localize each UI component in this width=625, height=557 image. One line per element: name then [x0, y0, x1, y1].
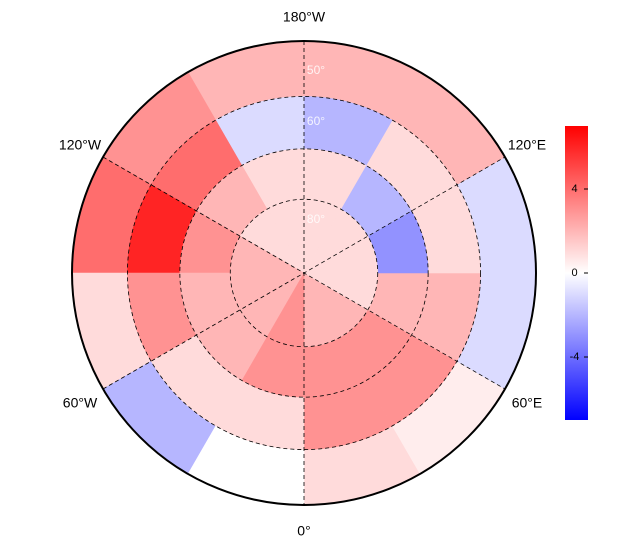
meridian-label: 60°E [512, 395, 543, 411]
map-boundary [71, 40, 537, 506]
colorbar-tick-label: 4 [571, 183, 577, 195]
heatmap-cells [71, 40, 537, 506]
parallel-label: 80° [307, 212, 325, 226]
meridian-label: 0° [297, 523, 310, 539]
colorbar-scale [565, 126, 588, 420]
colorbar-tick-label: -4 [570, 351, 580, 363]
colorbar: 4 0 -4 [565, 126, 588, 420]
parallel-label: 50° [307, 63, 325, 77]
meridian-label: 180°W [283, 9, 326, 25]
graticule [102, 41, 506, 505]
meridian-label: 120°W [59, 137, 102, 153]
meridian-label: 120°E [508, 137, 546, 153]
meridian-line [102, 156, 506, 390]
meridian-label: 60°W [63, 395, 98, 411]
parallel-circle [179, 148, 429, 398]
colorbar-tick-label: 0 [571, 267, 577, 279]
parallel-circle [229, 198, 379, 348]
parallel-circle [127, 96, 481, 450]
parallel-label: 60° [307, 114, 325, 128]
